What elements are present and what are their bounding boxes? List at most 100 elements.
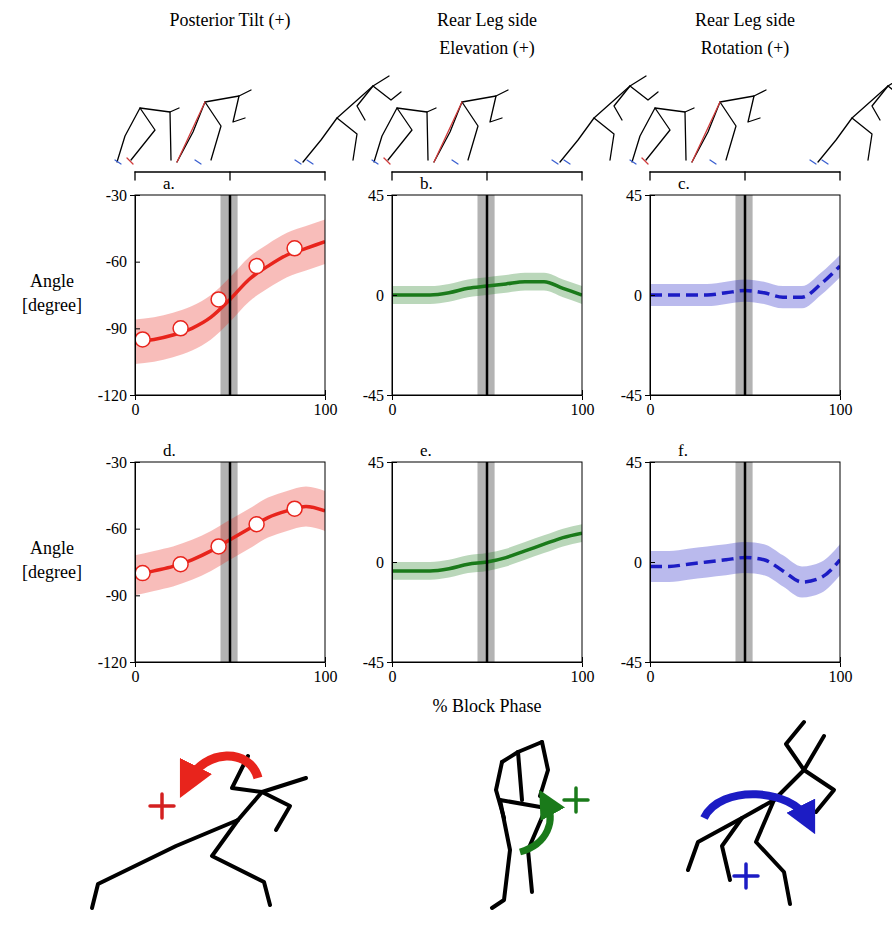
x-axis: 0 100 xyxy=(132,657,338,685)
tick-mark xyxy=(650,462,655,463)
tick-mark xyxy=(392,462,397,463)
tick-mark xyxy=(135,462,140,463)
tick-mark xyxy=(650,657,651,662)
tick-label: -60 xyxy=(106,253,127,270)
phase-tick xyxy=(391,172,392,180)
plot-frame xyxy=(650,462,840,662)
marker xyxy=(211,292,226,307)
axis-line xyxy=(651,663,841,668)
axis-line xyxy=(387,463,393,663)
stick-segment xyxy=(427,112,428,160)
stick-segment xyxy=(630,86,658,100)
plot-frame xyxy=(650,195,840,395)
plus-sign xyxy=(160,794,164,818)
tick-label: -90 xyxy=(106,587,127,604)
stick-segment xyxy=(374,108,412,162)
tick: 0 xyxy=(647,390,655,418)
tick-mark xyxy=(325,657,326,662)
stick-segment xyxy=(233,96,245,122)
block-mark xyxy=(710,160,716,164)
illustrations xyxy=(92,722,834,908)
block-mark xyxy=(822,160,828,164)
tick-label: 0 xyxy=(376,554,384,571)
block-mark xyxy=(630,160,636,164)
stick-segment xyxy=(490,96,502,122)
tick: 100 xyxy=(571,657,595,685)
plot-frame xyxy=(135,462,325,662)
tick: 0 xyxy=(634,287,655,304)
segment-highlight xyxy=(692,102,720,162)
stick-segment xyxy=(117,108,155,162)
segment-highlight xyxy=(434,102,462,162)
direction-arrow xyxy=(704,794,808,820)
phase-tick xyxy=(486,172,487,180)
marker xyxy=(287,241,302,256)
x-axis: 0100 xyxy=(132,390,338,418)
panel-label: c. xyxy=(678,174,690,193)
tick-label: 45 xyxy=(368,454,384,471)
axis-line xyxy=(645,463,651,663)
x-axis-title: % Block Phase xyxy=(433,696,542,716)
tick-mark xyxy=(392,295,397,296)
tick: 0 xyxy=(132,657,140,685)
tick: 45 xyxy=(626,454,655,471)
axis-line xyxy=(136,396,326,401)
x-axis: 0100 xyxy=(647,657,853,685)
axis-line xyxy=(130,196,136,396)
tick-label: -120 xyxy=(98,654,127,671)
tick-label: 0 xyxy=(132,668,140,685)
y-axis-title: Angle[degree] xyxy=(22,271,82,315)
tick: 0 xyxy=(389,657,397,685)
stick-segment xyxy=(492,800,510,908)
tick-mark xyxy=(650,562,655,563)
phase-figures xyxy=(372,76,658,180)
tick-mark xyxy=(392,195,397,196)
tick-label: 45 xyxy=(626,187,642,204)
column-title: Rear Leg sideElevation (+) xyxy=(437,10,537,59)
plot-frame xyxy=(135,195,325,395)
y-axis: -120-90-60-30 xyxy=(98,454,140,671)
tick-label: -60 xyxy=(106,520,127,537)
block-mark xyxy=(295,160,301,164)
marker xyxy=(211,539,226,554)
stick-segment xyxy=(262,792,290,830)
phase-line xyxy=(744,195,747,395)
block-mark xyxy=(372,160,378,164)
tick-label: -45 xyxy=(363,387,384,404)
tick-label: 100 xyxy=(829,401,853,418)
tick-label: 100 xyxy=(571,401,595,418)
tick: 100 xyxy=(314,657,338,685)
column-title: Rear Leg sideRotation (+) xyxy=(695,10,795,59)
stick-segment xyxy=(357,86,373,120)
phase-tick xyxy=(229,172,230,180)
phase-tick xyxy=(134,172,135,180)
tick: 0 xyxy=(376,287,397,304)
axis-line xyxy=(130,463,136,663)
x-axis: 0 100 xyxy=(647,390,853,418)
tick: 100 xyxy=(829,390,853,418)
tick: -90 xyxy=(106,587,140,604)
block-mark xyxy=(642,158,648,164)
tick-label: -120 xyxy=(98,387,127,404)
tick-label: 0 xyxy=(634,554,642,571)
tick: -30 xyxy=(106,187,140,204)
block-mark xyxy=(564,160,570,164)
tick-mark xyxy=(135,195,140,196)
panel-label: a. xyxy=(163,174,175,193)
tick-mark xyxy=(582,657,583,662)
x-axis: 0 100 xyxy=(389,657,595,685)
y-axis: -45045 xyxy=(621,454,655,671)
stick-segment xyxy=(632,108,670,162)
marker xyxy=(287,501,302,516)
tick: 0 xyxy=(389,390,397,418)
stick-segment xyxy=(685,112,686,160)
tick-mark xyxy=(840,390,841,395)
tick-mark xyxy=(650,195,655,196)
phase-tick xyxy=(744,172,745,180)
direction-arrow xyxy=(188,756,258,782)
marker xyxy=(173,557,188,572)
tick: 45 xyxy=(368,454,397,471)
stick-segment xyxy=(852,76,892,118)
phase-tick xyxy=(649,172,650,180)
panel-label: d. xyxy=(163,441,176,460)
